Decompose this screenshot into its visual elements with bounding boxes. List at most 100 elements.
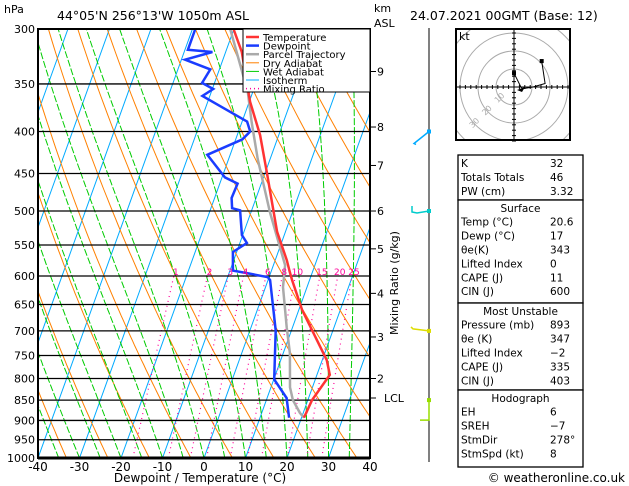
mixing-ratio-axis-title: Mixing Ratio (g/kg) (388, 231, 401, 335)
table-row-label: Lifted Index (461, 348, 523, 360)
mixing-ratio-label: 25 (348, 268, 359, 278)
table-row-label: Dewp (°C) (461, 231, 515, 243)
mixing-ratio-line (321, 275, 353, 458)
copyright-footer[interactable]: © weatheronline.co.uk (488, 471, 625, 485)
wet-adiabat-line (57, 29, 205, 458)
pressure-tick-label: 800 (14, 372, 35, 385)
legend-label: Dewpoint (263, 42, 311, 53)
legend-label: Dry Adiabat (263, 59, 322, 70)
indices-table: K 32 Totals Totals 46 PW (cm) 3.32 Surface Temp… (457, 154, 584, 468)
wind-barb-icon (411, 206, 430, 214)
table-row-label: EH (461, 407, 476, 419)
table-row-label: CAPE (J) (461, 361, 503, 373)
table-row-label: θe(K) (461, 245, 489, 257)
isotherm-line (286, 225, 370, 458)
legend-label: Isotherm (263, 76, 307, 87)
isotherm-line (38, 29, 152, 345)
table-row-label: SREH (461, 421, 490, 433)
mixing-ratio-label: 15 (316, 268, 327, 278)
table-row-value: 46 (550, 172, 564, 184)
pressure-tick-label: 1000 (7, 452, 35, 465)
plot-area (38, 29, 629, 458)
table-section-title: Most Unstable (483, 306, 558, 318)
dry-adiabat-line (607, 29, 629, 458)
table-row-label: Pressure (mb) (461, 320, 534, 332)
wind-barb-icon (410, 326, 430, 332)
km-tick-label: 7 (377, 159, 384, 172)
table-row-value: 6 (550, 407, 557, 419)
wet-adiabat-line (38, 350, 80, 458)
location-title: 44°05'N 256°13'W 1050m ASL (57, 8, 249, 23)
dry-adiabat-line (283, 29, 370, 189)
pressure-tick-label: 500 (14, 205, 35, 218)
pressure-tick-label: 750 (14, 349, 35, 362)
km-tick-label: 3 (377, 331, 384, 344)
mixing-ratio-line (247, 275, 283, 458)
mixing-ratio-line (205, 275, 245, 458)
table-section-title: Surface (500, 203, 540, 215)
pressure-tick-label: 600 (14, 270, 35, 283)
x-tick-label: 30 (321, 460, 336, 474)
table-row-value: 32 (550, 158, 563, 170)
pressure-tick-label: 550 (14, 239, 35, 252)
km-tick-label: LCL (384, 392, 405, 405)
wind-barb-icon (420, 400, 430, 421)
km-tick-label: 4 (377, 287, 384, 300)
mixing-ratio-label: 2 (207, 268, 213, 278)
wet-adiabat-line (38, 404, 60, 458)
dewpoint-line (181, 29, 291, 418)
pressure-tick-label: 300 (14, 23, 35, 36)
axes: 1 2 3 4 6 8 10 15 20 2530035040045050055060065070… (7, 23, 405, 474)
pressure-tick-label: 850 (14, 394, 35, 407)
table-row-label: Totals Totals (460, 172, 524, 184)
table-row-label: StmSpd (kt) (461, 448, 524, 460)
table-section (457, 154, 584, 201)
isotherm-line (38, 29, 110, 229)
isotherm-line (38, 29, 69, 114)
isotherm-line (162, 29, 318, 458)
hodograph-point (512, 71, 516, 76)
km-tick-label: 8 (377, 121, 384, 134)
temperature-line (232, 29, 332, 419)
datetime-title: 24.07.2021 00GMT (Base: 12) (410, 8, 598, 23)
mixing-ratio-line (286, 275, 321, 458)
mixing-ratio-label: 20 (334, 268, 346, 278)
dry-adiabat-line (224, 29, 370, 301)
wind-profile (410, 28, 431, 462)
table-row-label: CIN (J) (461, 286, 494, 298)
table-row-value: 403 (550, 375, 570, 387)
mixing-ratio-label: 4 (243, 268, 249, 278)
table-row-value: 3.32 (550, 186, 573, 198)
legend-label: Mixing Ratio (263, 85, 325, 96)
table-row-label: CAPE (J) (461, 272, 503, 284)
table-row-value: 893 (550, 320, 570, 332)
table-row-value: 11 (550, 272, 563, 284)
wet-adiabat-line (159, 29, 267, 458)
x-tick-label: 40 (362, 460, 377, 474)
mixing-ratio-label: 1 (173, 268, 179, 278)
table-row-label: PW (cm) (461, 186, 505, 198)
wind-barb-icon (412, 130, 430, 146)
legend-label: Parcel Trajectory (263, 50, 346, 61)
pressure-unit-label: hPa (4, 3, 24, 16)
km-tick-label: 6 (377, 205, 384, 218)
dry-adiabat-line (253, 29, 370, 244)
table-row-label: θe (K) (461, 334, 492, 346)
isotherm-line (328, 341, 370, 458)
pressure-tick-label: 450 (14, 167, 35, 180)
isotherm-line (120, 29, 276, 458)
storm-motion-marker (517, 87, 525, 92)
pressure-tick-label: 650 (14, 299, 35, 312)
table-row-value: 20.6 (550, 217, 574, 229)
x-tick-label: 0 (200, 460, 208, 474)
x-tick-label: -40 (28, 460, 48, 474)
table-row-value: −2 (550, 348, 565, 360)
hodograph-point (539, 59, 544, 64)
table-row-value: 600 (550, 286, 570, 298)
km-unit-label: km (374, 2, 391, 15)
table-row-value: 8 (550, 448, 557, 460)
table-row-value: 0 (550, 258, 557, 270)
